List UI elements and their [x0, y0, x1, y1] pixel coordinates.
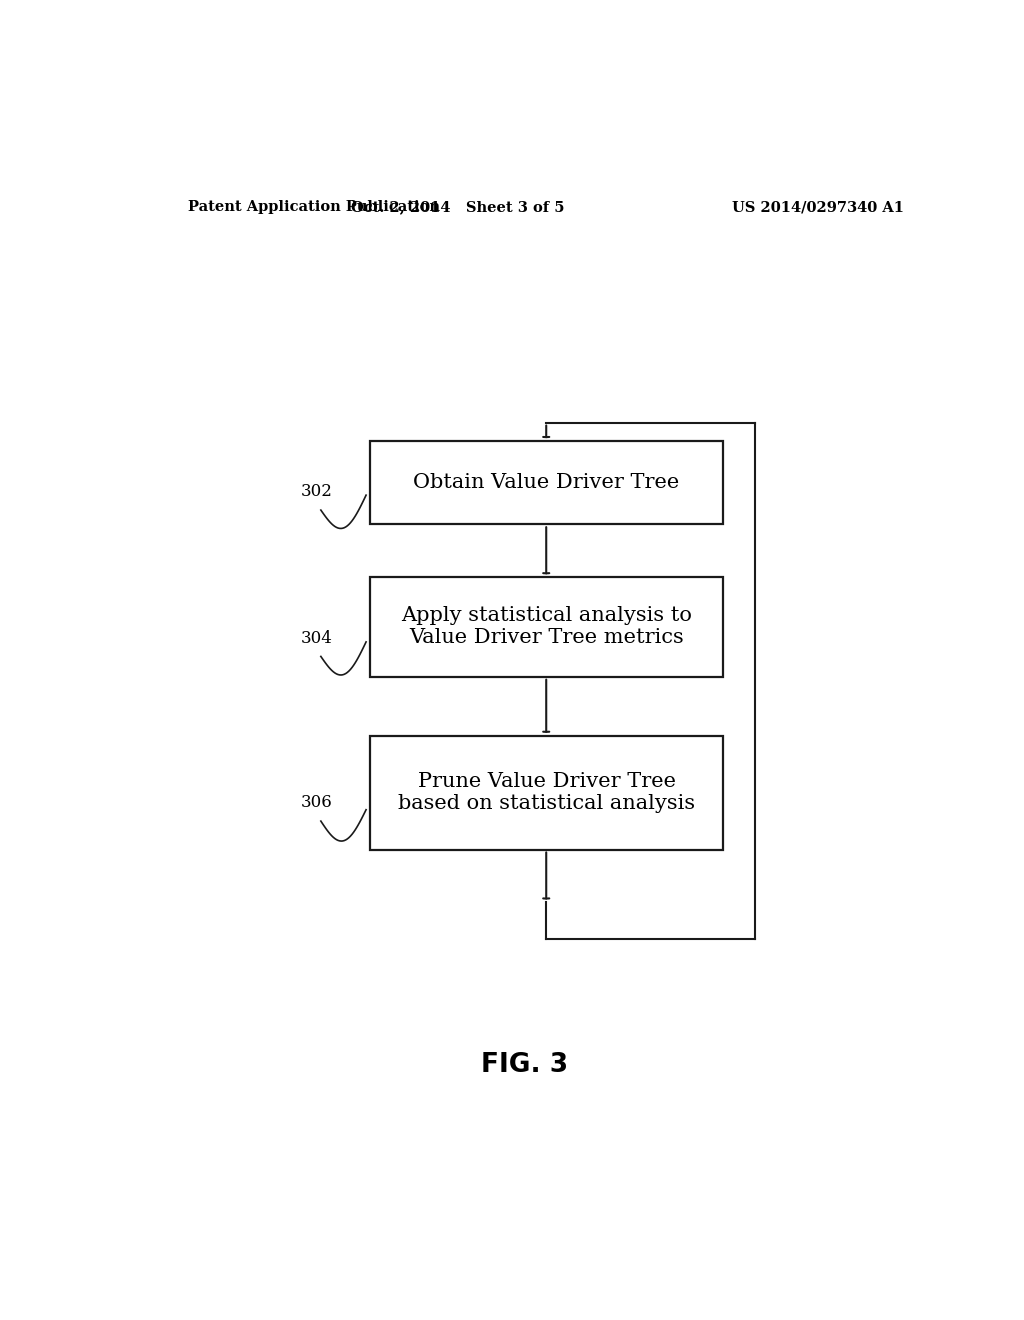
Text: Patent Application Publication: Patent Application Publication — [187, 201, 439, 214]
Bar — [370, 577, 723, 677]
Text: FIG. 3: FIG. 3 — [481, 1052, 568, 1078]
Text: Oct. 2, 2014   Sheet 3 of 5: Oct. 2, 2014 Sheet 3 of 5 — [350, 201, 564, 214]
Text: 304: 304 — [301, 630, 333, 647]
Bar — [370, 441, 723, 524]
Bar — [370, 735, 723, 850]
Text: 302: 302 — [301, 483, 333, 500]
Text: 306: 306 — [301, 795, 333, 812]
Text: Apply statistical analysis to
Value Driver Tree metrics: Apply statistical analysis to Value Driv… — [401, 606, 692, 648]
Text: US 2014/0297340 A1: US 2014/0297340 A1 — [732, 201, 904, 214]
Text: Obtain Value Driver Tree: Obtain Value Driver Tree — [414, 473, 680, 492]
Text: Prune Value Driver Tree
based on statistical analysis: Prune Value Driver Tree based on statist… — [398, 772, 695, 813]
